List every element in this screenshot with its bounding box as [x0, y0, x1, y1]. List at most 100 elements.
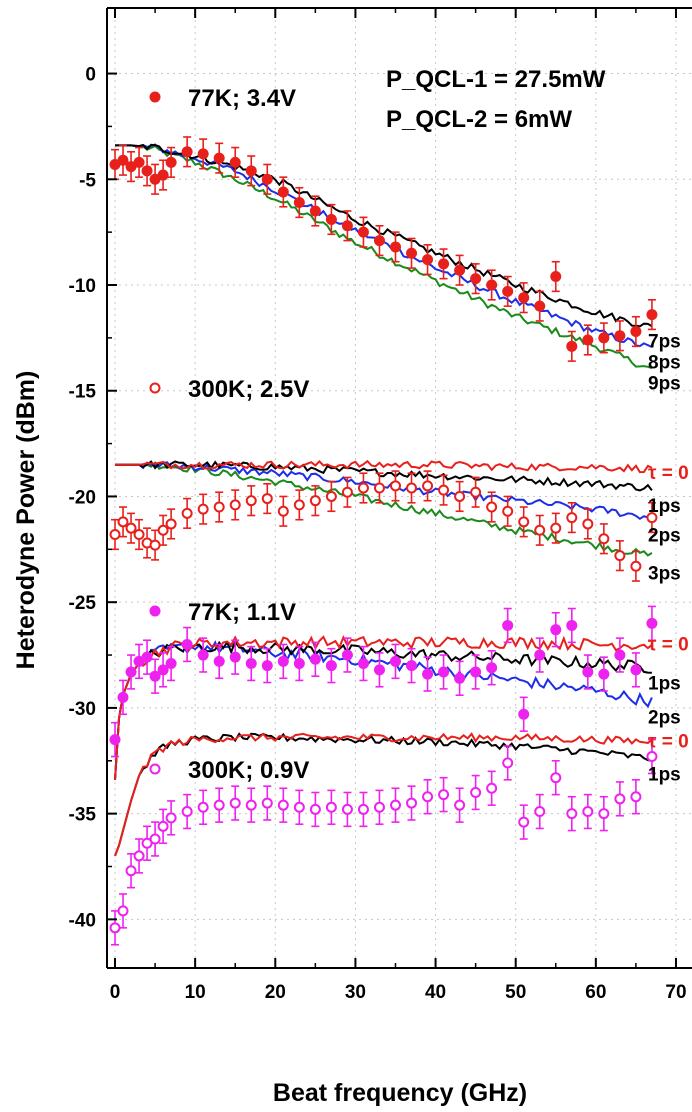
- x-axis-label: Beat frequency (GHz): [273, 1079, 527, 1107]
- data-point: [157, 664, 169, 676]
- legend-marker: [149, 763, 161, 775]
- data-point: [245, 495, 257, 507]
- data-point: [109, 734, 121, 746]
- data-point: [598, 332, 610, 344]
- data-point: [357, 658, 369, 670]
- data-point: [293, 801, 305, 813]
- legend-label: 300K; 0.9V: [188, 757, 309, 784]
- legend-marker: [149, 605, 161, 617]
- y-tick-label: -5: [79, 170, 96, 191]
- tau-label: 2ps: [648, 708, 681, 729]
- data-point: [389, 655, 401, 667]
- y-tick-label: -25: [69, 593, 97, 614]
- data-point: [582, 334, 594, 346]
- data-point: [197, 148, 209, 160]
- data-point: [422, 480, 434, 492]
- data-point: [181, 638, 193, 650]
- data-point: [422, 791, 434, 803]
- y-tick-label: -30: [69, 699, 96, 720]
- data-point: [229, 499, 241, 511]
- x-tick-label: 20: [265, 982, 286, 1003]
- data-point: [181, 806, 193, 818]
- data-point: [293, 658, 305, 670]
- data-point: [486, 279, 498, 291]
- y-tick-label: -35: [69, 805, 97, 826]
- data-point: [502, 285, 514, 297]
- y-tick-label: -40: [69, 910, 96, 931]
- data-point: [229, 651, 241, 663]
- data-point: [149, 833, 161, 845]
- data-point: [614, 330, 626, 342]
- data-point: [582, 518, 594, 530]
- data-point: [406, 247, 418, 259]
- x-tick-label: 60: [585, 982, 606, 1003]
- data-point: [277, 505, 289, 517]
- model-curve-0: [115, 459, 653, 474]
- y-tick-label: 0: [85, 65, 96, 86]
- data-point: [341, 649, 353, 661]
- data-point: [534, 806, 546, 818]
- measured-series-1: [109, 470, 658, 582]
- data-point: [197, 649, 209, 661]
- x-tick-label: 70: [665, 982, 686, 1003]
- data-point: [422, 254, 434, 266]
- data-point: [117, 516, 129, 528]
- tau-label: τ = 0: [648, 463, 689, 484]
- data-point: [341, 803, 353, 815]
- data-point: [646, 309, 658, 321]
- data-point: [550, 624, 562, 636]
- data-point: [470, 666, 482, 678]
- data-point: [373, 482, 385, 494]
- data-point: [470, 273, 482, 285]
- data-point: [229, 797, 241, 809]
- x-tick-label: 40: [425, 982, 446, 1003]
- legend-label: 300K; 2.5V: [188, 376, 309, 403]
- data-point: [229, 156, 241, 168]
- x-tick-label: 0: [110, 982, 121, 1003]
- data-point: [566, 512, 578, 524]
- data-point: [261, 173, 273, 185]
- data-point: [454, 799, 466, 811]
- data-point: [502, 619, 514, 631]
- data-point: [157, 524, 169, 536]
- data-point: [550, 772, 562, 784]
- data-point: [630, 560, 642, 572]
- data-point: [373, 235, 385, 247]
- model-curve-1ps: [114, 732, 653, 857]
- data-point: [534, 649, 546, 661]
- data-point: [125, 865, 137, 877]
- data-point: [261, 493, 273, 505]
- data-point: [389, 480, 401, 492]
- tau-label: 9ps: [648, 374, 681, 395]
- data-point: [341, 220, 353, 232]
- data-point: [245, 799, 257, 811]
- data-point: [157, 820, 169, 832]
- model-curve-1ps: [115, 460, 653, 492]
- data-point: [109, 529, 121, 541]
- data-point: [438, 789, 450, 801]
- model-curve-0: [114, 732, 653, 857]
- data-point: [277, 186, 289, 198]
- data-point: [165, 812, 177, 824]
- y-axis-label: Heterodyne Power (dBm): [12, 371, 40, 670]
- data-point: [357, 226, 369, 238]
- data-point: [133, 156, 145, 168]
- data-point: [470, 486, 482, 498]
- data-point: [117, 905, 129, 917]
- data-point: [309, 653, 321, 665]
- data-point: [309, 495, 321, 507]
- data-point: [406, 660, 418, 672]
- data-point: [245, 165, 257, 177]
- y-tick-label: -10: [69, 276, 96, 297]
- data-point: [630, 791, 642, 803]
- data-point: [534, 300, 546, 312]
- data-point: [389, 241, 401, 253]
- data-point: [598, 808, 610, 820]
- data-point: [125, 522, 137, 534]
- axis-ticks: 0 10 20 30 40 50 60 70 0 -5 -10 -15 -20 -25 -30 -35 -40: [69, 8, 687, 1003]
- data-point: [614, 649, 626, 661]
- data-point: [470, 786, 482, 798]
- data-point: [261, 797, 273, 809]
- x-tick-label: 10: [185, 982, 206, 1003]
